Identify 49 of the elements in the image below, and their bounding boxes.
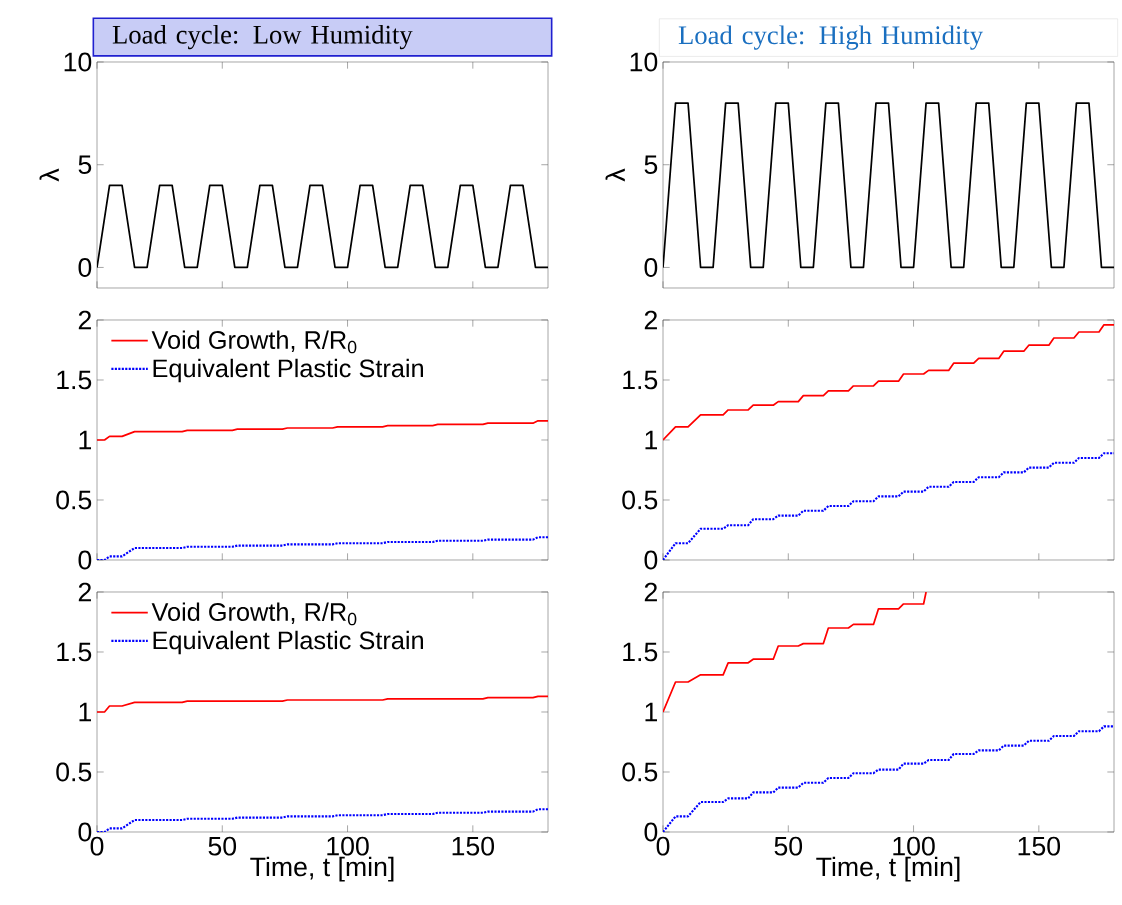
y-tick-label: 0: [78, 258, 92, 277]
x-tick-label: 100: [327, 836, 369, 856]
y-tick-label: 2: [78, 582, 91, 602]
y-tick-label: 0: [644, 258, 658, 277]
x-tick-label: 50: [774, 836, 803, 856]
y-tick-label: 2: [78, 310, 91, 330]
x-tick-label: 150: [1018, 836, 1061, 856]
x-tick-label: 100: [893, 836, 935, 856]
y-axis-title: λ: [605, 168, 625, 182]
x-tick-label: 150: [452, 836, 495, 856]
legend-label: Void Growth, R/R$_{0}$: [151, 330, 357, 354]
x-axis-title: Time, t [min]: [816, 856, 960, 882]
y-tick-label: 5: [78, 155, 92, 175]
line-series: [663, 725, 1114, 832]
y-tick-label: 2: [644, 582, 657, 602]
chart-title: Load cycle: Low Humidity: [112, 24, 413, 50]
x-axis-title: Time, t [min]: [250, 856, 394, 882]
line-series: [97, 419, 548, 441]
y-tick-label: 0.5: [56, 490, 92, 510]
chart-title: Load cycle: High Humidity: [678, 25, 984, 50]
legend-label: Equivalent Plastic Strain: [153, 358, 423, 383]
y-tick-label: 1.5: [623, 370, 658, 390]
y-tick-label: 10: [630, 52, 658, 72]
y-tick-label: 0: [78, 822, 92, 842]
y-tick-label: 0.5: [56, 762, 92, 782]
y-tick-label: 1.5: [57, 642, 92, 662]
legend-label: Void Growth, R/R$_{0}$: [151, 602, 357, 626]
line-series: [97, 536, 548, 560]
y-tick-label: 10: [64, 52, 92, 72]
line-series: [663, 452, 1114, 560]
y-tick-label: 1.5: [623, 642, 658, 662]
y-tick-label: 5: [644, 155, 658, 175]
y-tick-label: 0.5: [622, 490, 658, 510]
legend-label: Equivalent Plastic Strain: [153, 630, 423, 655]
y-tick-label: 0: [78, 550, 92, 570]
x-tick-label: 50: [208, 836, 237, 856]
y-tick-label: 2: [644, 310, 657, 330]
y-tick-label: 1.5: [57, 370, 92, 390]
line-series: [97, 808, 548, 832]
y-tick-label: 1: [79, 430, 91, 450]
y-axis-title: λ: [39, 168, 59, 182]
y-tick-label: 0: [644, 822, 658, 842]
y-tick-label: 1: [645, 702, 657, 722]
line-series: [663, 592, 927, 713]
y-tick-label: 0: [644, 550, 658, 570]
y-tick-label: 1: [645, 430, 657, 450]
line-series: [663, 323, 1114, 441]
y-tick-label: 1: [79, 702, 91, 722]
y-tick-label: 0.5: [622, 762, 658, 782]
